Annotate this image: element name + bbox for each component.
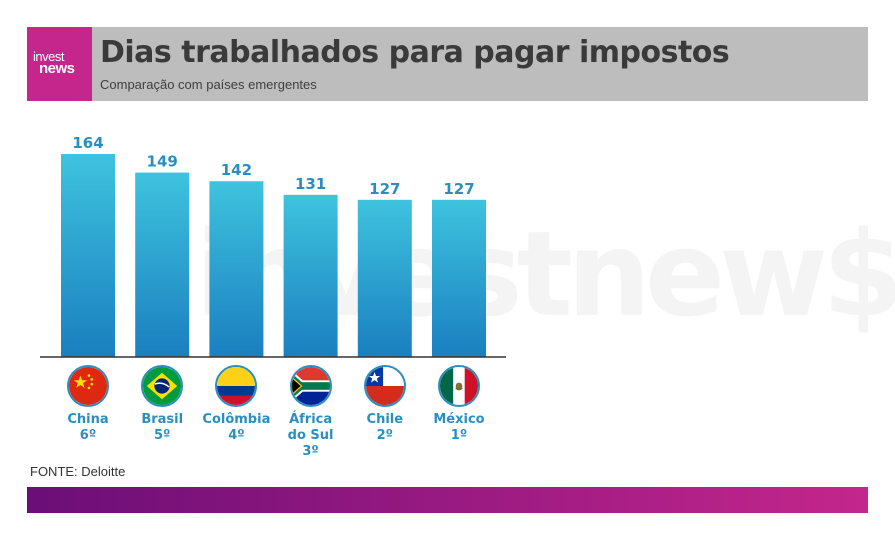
chile-flag-icon <box>363 365 406 407</box>
logo-text-news: news <box>39 60 75 77</box>
footer-bar <box>27 487 868 513</box>
brazil-flag-icon <box>141 365 184 407</box>
bar-china <box>61 154 115 357</box>
bar-value-label: 142 <box>221 161 252 179</box>
logo-text-invest: invest <box>33 49 64 64</box>
investnews-logo: invest news <box>27 27 92 101</box>
chart-title: Dias trabalhados para pagar impostos <box>100 35 730 70</box>
bar-m-xico <box>432 199 486 357</box>
chart-subtitle: Comparação com países emergentes <box>100 77 317 92</box>
mexico-flag-icon <box>438 365 480 407</box>
bar-brasil <box>135 172 190 357</box>
colombia-flag-icon <box>215 365 258 407</box>
south-africa-flag-icon <box>289 365 332 407</box>
category-label: Brasil 5º <box>141 412 184 443</box>
bar-value-label: 164 <box>72 134 103 152</box>
bar-value-label: 149 <box>147 153 178 171</box>
category-label: China 6º <box>67 412 109 443</box>
category-label: Colômbia 4º <box>202 412 271 443</box>
category-label: África do Sul 3º <box>287 412 334 459</box>
bar-chile <box>357 199 412 357</box>
bar-value-label: 127 <box>443 180 474 198</box>
china-flag-icon <box>67 365 109 407</box>
category-label: México 1º <box>433 412 485 443</box>
bar-col-mbia <box>209 181 264 357</box>
category-label: Chile 2º <box>366 412 404 443</box>
bar-value-label: 131 <box>295 175 326 193</box>
source-note: FONTE: Deloitte <box>30 464 126 479</box>
bar-value-label: 127 <box>369 180 400 198</box>
bar--frica-do-sul <box>283 194 338 357</box>
header-banner: invest news Dias trabalhados para pagar … <box>27 27 868 101</box>
